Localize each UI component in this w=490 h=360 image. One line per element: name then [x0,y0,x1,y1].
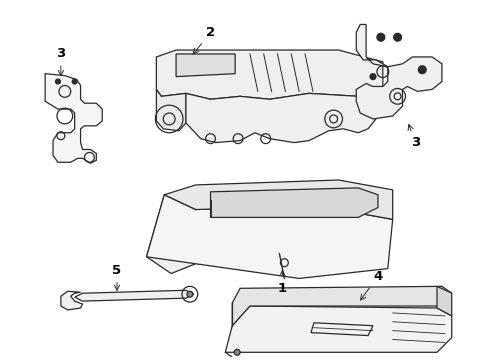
Polygon shape [164,180,392,219]
Polygon shape [45,74,102,163]
Polygon shape [186,93,376,143]
Text: 4: 4 [361,270,383,300]
Polygon shape [74,290,194,301]
Polygon shape [156,50,383,99]
Polygon shape [211,188,378,217]
Polygon shape [61,291,82,310]
Circle shape [234,349,240,355]
Circle shape [187,291,193,297]
Polygon shape [232,286,452,326]
Circle shape [370,74,376,80]
Polygon shape [225,306,452,352]
Polygon shape [176,54,235,77]
Text: 5: 5 [112,264,122,291]
Circle shape [72,79,77,84]
Polygon shape [147,195,196,274]
Polygon shape [437,286,452,316]
Polygon shape [156,89,186,131]
Text: 1: 1 [278,270,287,295]
Circle shape [418,66,426,74]
Circle shape [393,33,401,41]
Text: 3: 3 [408,125,420,149]
Polygon shape [147,195,392,278]
Polygon shape [356,24,442,119]
Circle shape [377,33,385,41]
Text: 2: 2 [193,26,215,54]
Circle shape [55,79,60,84]
Text: 3: 3 [56,48,66,76]
